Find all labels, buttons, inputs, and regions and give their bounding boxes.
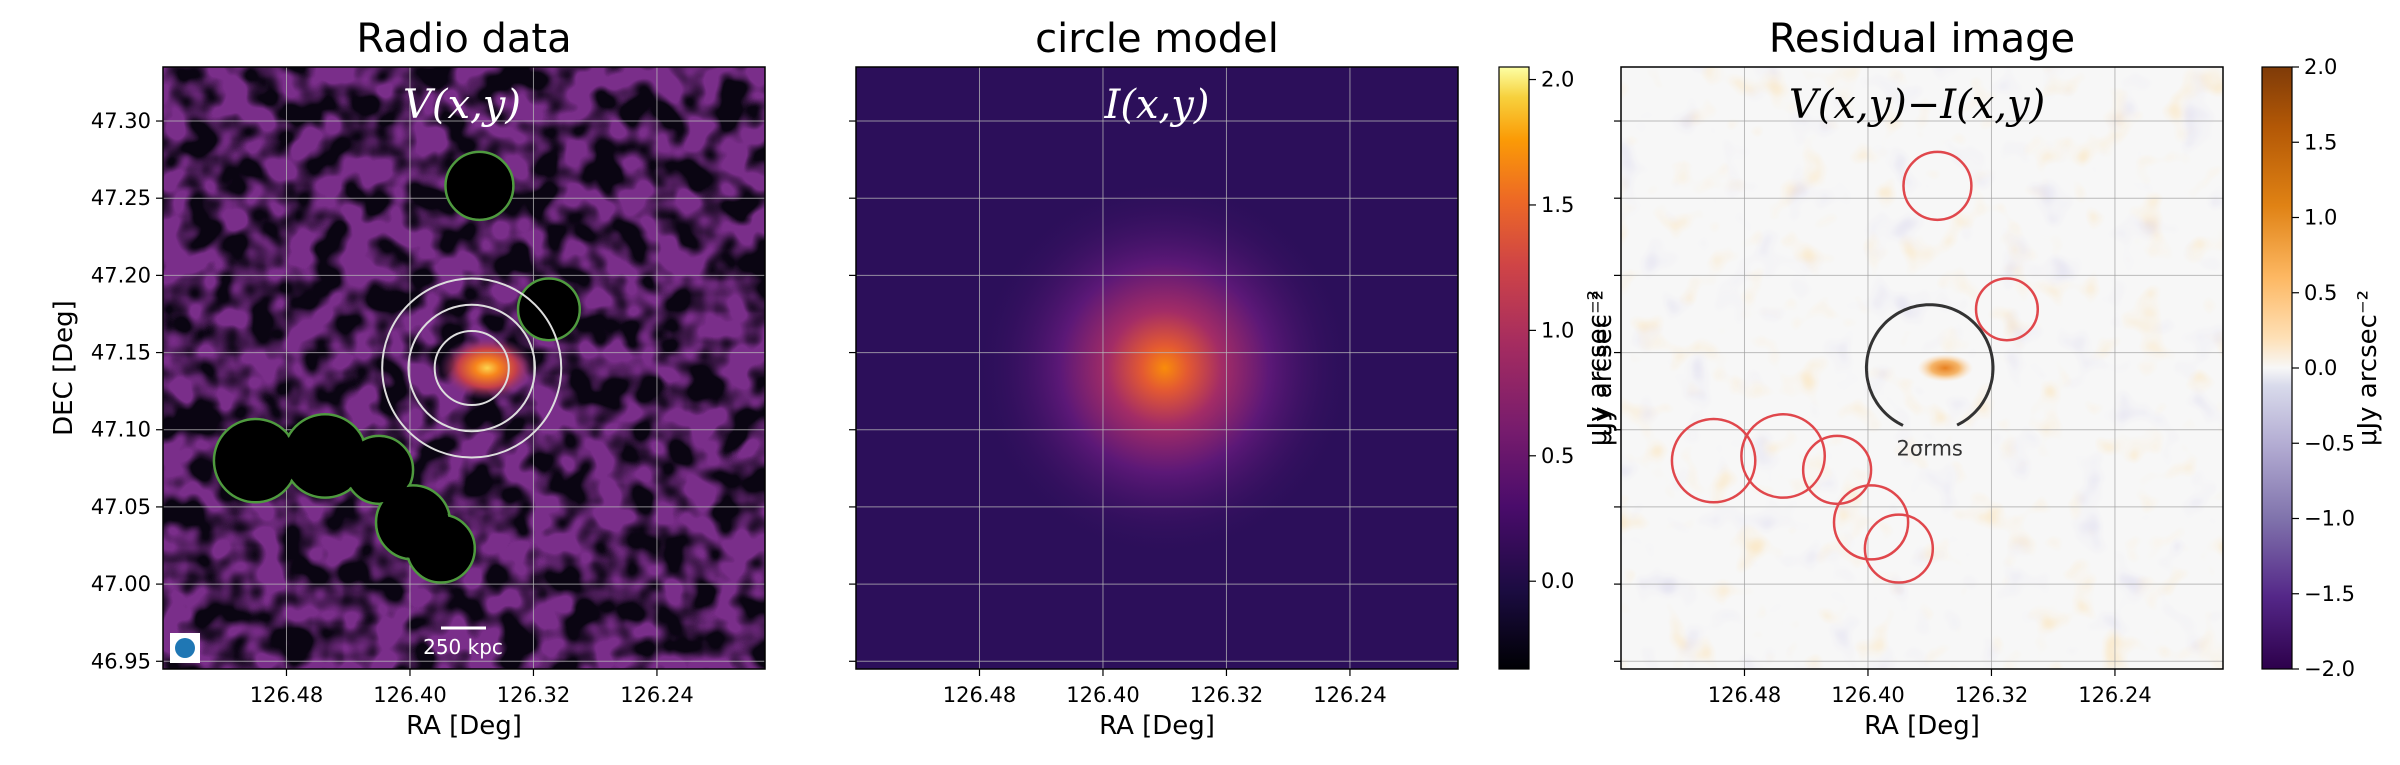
annulus-circle-1 (407, 303, 537, 433)
colorbar-tick-label-7: 1.5 (2304, 130, 2337, 154)
radio-annotation: V(x,y) (403, 82, 521, 128)
y-tick-label-3: 47.15 (91, 341, 151, 365)
panel1-title: Radio data (356, 16, 571, 62)
colorbar-tick-label-0: 0.0 (1541, 569, 1574, 593)
colorbar-residual-label: μJy arcsec⁻² (2353, 290, 2383, 446)
y-ticks-panel3 (1614, 120, 1621, 662)
x-tick-label-2: 126.32 (497, 683, 570, 707)
x-tick-label-2: 126.32 (1190, 683, 1263, 707)
x-tick-label-0: 126.48 (1708, 683, 1781, 707)
masked-region-fill-1 (519, 279, 579, 339)
colorbar-tick-label-3: −0.5 (2304, 431, 2355, 455)
colorbar-tick-label-6: 1.0 (2304, 206, 2337, 230)
x-ticks-panel2: 126.48 126.40 126.32 126.24 (943, 669, 1387, 707)
panel-circle-model: circle model I(x,y) 126.48 126.40 126.32 12… (849, 16, 1613, 741)
y-ticks-panel1: 47.30 47.25 47.20 47.15 47.10 47.05 47.00 46.95 (91, 109, 163, 673)
x-tick-label-3: 126.24 (620, 683, 693, 707)
grid-panel3 (1621, 67, 2223, 669)
x-tick-label-1: 126.40 (373, 683, 446, 707)
y-tick-label-0: 47.30 (91, 109, 151, 133)
x-tick-label-3: 126.24 (2078, 683, 2151, 707)
panel3-title: Residual image (1769, 16, 2075, 62)
colorbar-tick-label-2: 1.0 (1541, 318, 1574, 342)
masked-region-4 (1801, 434, 1873, 506)
colorbar-model-label: μJy arcsec⁻² (1583, 290, 1613, 446)
model-emission (974, 178, 1355, 558)
y-tick-label-5: 47.05 (91, 495, 151, 519)
sigma-contour (1864, 303, 1995, 427)
y-tick-label-7: 46.95 (91, 649, 151, 673)
colorbar-residual-ticks: −2.0 −1.5 −1.0 −0.5 0.0 0.5 1.0 1.5 2.0 (2292, 55, 2355, 681)
y-tick-label-1: 47.25 (91, 186, 151, 210)
x-ticks-panel3: 126.48 126.40 126.32 126.24 (1708, 669, 2152, 707)
y-ticks-panel2 (849, 120, 856, 662)
colorbar-tick-label-0: −2.0 (2304, 657, 2355, 681)
masked-region-3 (1740, 413, 1827, 499)
x-tick-label-1: 126.40 (1066, 683, 1139, 707)
x-tick-label-2: 126.32 (1955, 683, 2028, 707)
panel-residual: Residual image V(x,y)−I(x,y) 2σrms 126.4… (1588, 16, 2383, 741)
concentric-circles (381, 277, 563, 459)
masked-region-0 (1902, 150, 1973, 222)
masked-region-fill-0 (446, 153, 512, 219)
masked-region-fill-4 (346, 437, 412, 503)
y-tick-label-4: 47.10 (91, 418, 151, 442)
masked-region-6 (1863, 513, 1935, 584)
annulus-circle-0 (433, 329, 510, 407)
masked-region-5 (1832, 484, 1910, 561)
residual-annotation: V(x,y)−I(x,y) (1789, 82, 2045, 128)
sigma-label: 2σrms (1897, 436, 1963, 460)
colorbar-tick-label-3: 1.5 (1541, 193, 1574, 217)
colorbar-tick-label-2: −1.0 (2304, 507, 2355, 531)
residual-hotspot (1917, 354, 1974, 382)
colorbar-model (1498, 66, 1530, 670)
panel1-ylabel: DEC [Deg] (49, 300, 79, 436)
panel1-xlabel: RA [Deg] (406, 711, 522, 741)
x-tick-label-1: 126.40 (1831, 683, 1904, 707)
x-tick-label-0: 126.48 (943, 683, 1016, 707)
grid-panel2 (856, 67, 1458, 669)
colorbar-model-ticks: 0.0 0.5 1.0 1.5 2.0 (1529, 68, 1574, 593)
panel3-frame (1620, 66, 2224, 670)
panel-radio-data: Radio data V(x,y) 250 kpc 126.48 126.40 12… (49, 16, 766, 741)
colorbar-tick-label-5: 0.5 (2304, 281, 2337, 305)
colorbar-tick-label-1: 0.5 (1541, 444, 1574, 468)
colorbar-tick-label-1: −1.5 (2304, 582, 2355, 606)
colorbar-tick-label-4: 2.0 (1541, 68, 1574, 92)
panel2-xlabel: RA [Deg] (1099, 711, 1215, 741)
x-tick-label-0: 126.48 (250, 683, 323, 707)
masked-region-fill-3 (284, 415, 366, 497)
grid-panel1 (163, 67, 765, 669)
colorbar-residual (2261, 66, 2293, 670)
beam-ellipse (175, 638, 195, 658)
masked-region-2 (1670, 417, 1757, 504)
masked-region-1 (1974, 277, 2040, 342)
x-ticks-panel1: 126.48 126.40 126.32 126.24 (250, 669, 694, 707)
y-tick-label-2: 47.20 (91, 263, 151, 287)
annulus-circle-2 (381, 277, 563, 459)
model-annotation: I(x,y) (1104, 82, 1210, 128)
x-tick-label-3: 126.24 (1313, 683, 1386, 707)
masked-region-fill-6 (408, 516, 474, 582)
masked-regions-panel1 (212, 150, 582, 584)
masked-regions-panel3 (1670, 150, 2040, 584)
radio-source-emission (439, 336, 536, 400)
panel2-title: circle model (1035, 16, 1279, 62)
panel3-ylabel: μJy arcsec⁻² (1588, 290, 1618, 446)
panel1-frame (162, 66, 766, 670)
colorbar-tick-label-8: 2.0 (2304, 55, 2337, 79)
y-tick-label-6: 47.00 (91, 572, 151, 596)
panel2-frame (855, 66, 1459, 670)
scalebar-label: 250 kpc (423, 635, 503, 659)
panel3-xlabel: RA [Deg] (1864, 711, 1980, 741)
colorbar-tick-label-4: 0.0 (2304, 356, 2337, 380)
masked-region-fill-2 (215, 420, 296, 501)
